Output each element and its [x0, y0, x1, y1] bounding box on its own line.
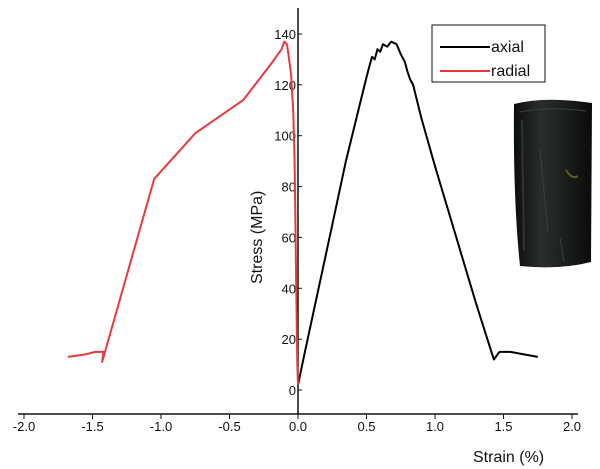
- y-tick-label: 40: [282, 281, 296, 296]
- legend: axial radial: [431, 24, 546, 83]
- series-line-radial: [67, 40, 299, 385]
- series-line-axial: [297, 40, 538, 386]
- x-tick-label: -1.0: [150, 419, 172, 434]
- rock-core-specimen-icon: [513, 99, 592, 268]
- y-tick-label: 60: [282, 230, 296, 245]
- x-tick-label: -1.5: [81, 419, 103, 434]
- x-tick-label: -2.0: [13, 419, 35, 434]
- x-axis-title: Strain (%): [473, 449, 544, 466]
- y-tick-label: 140: [274, 27, 296, 42]
- legend-box: [431, 24, 546, 83]
- y-tick-label: 100: [274, 129, 296, 144]
- x-tick-label: 0.5: [357, 419, 375, 434]
- x-tick-labels: -2.0 -1.5 -1.0 -0.5 0.0 0.5 1.0 1.5 2.0: [13, 414, 581, 434]
- y-tick-label: 0: [289, 383, 296, 398]
- legend-label-radial: radial: [491, 63, 530, 80]
- x-tick-label: 2.0: [563, 419, 581, 434]
- y-tick-label: 80: [282, 180, 296, 195]
- legend-label-axial: axial: [491, 39, 524, 56]
- x-tick-label: 0.0: [289, 419, 307, 434]
- x-tick-label: 1.5: [494, 419, 512, 434]
- y-tick-label: 20: [282, 332, 296, 347]
- x-tick-label: -0.5: [218, 419, 240, 434]
- y-axis-title: Stress (MPa): [249, 191, 266, 284]
- series-lines: [67, 40, 538, 386]
- x-tick-label: 1.0: [426, 419, 444, 434]
